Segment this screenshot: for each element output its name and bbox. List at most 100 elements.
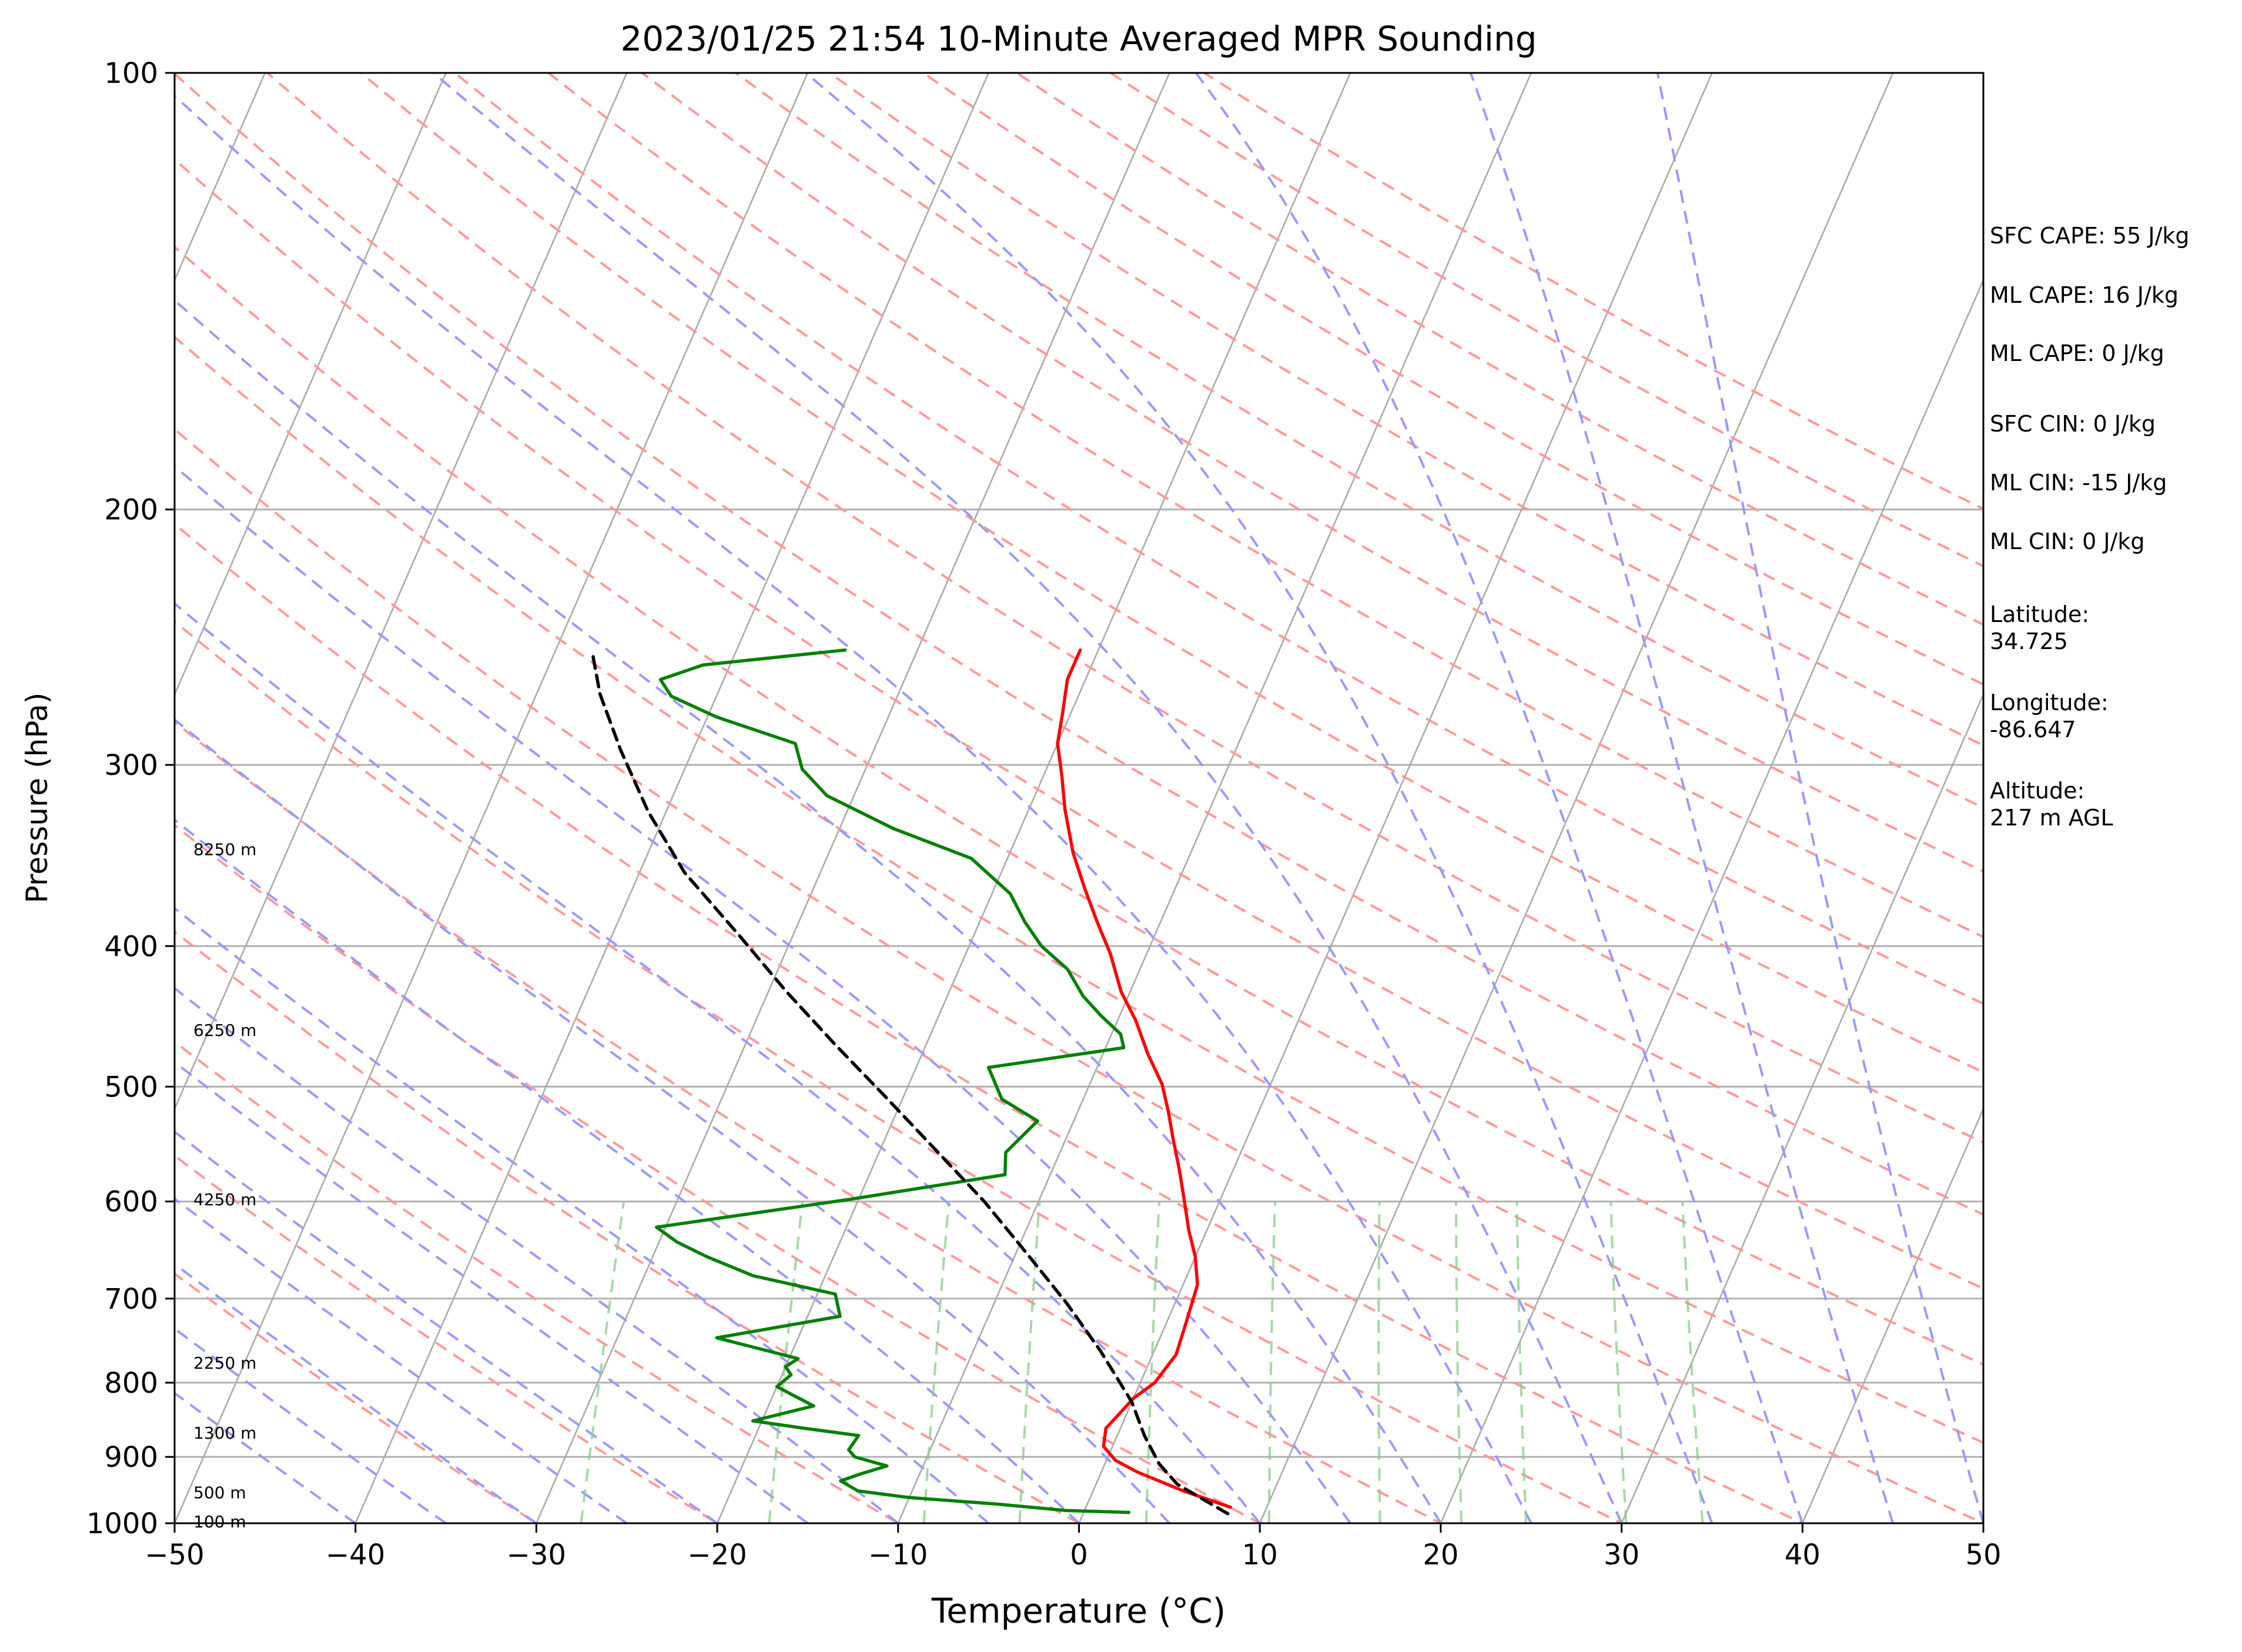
chart-title: 2023/01/25 21:54 10-Minute Averaged MPR …: [620, 19, 1537, 59]
data-series: [590, 648, 1233, 1516]
dry-adiabat: [1203, 73, 1983, 510]
x-tick-label: −30: [507, 1539, 566, 1571]
mixing-ratio-line: [1267, 1201, 1277, 1523]
dry-adiabat: [547, 73, 1983, 938]
moist-adiabat: [1469, 73, 1895, 1523]
height-label: 8250 m: [193, 840, 256, 860]
ml-cin-2: ML CIN: 0 J/kg: [1990, 529, 2145, 554]
y-tick-label: 900: [104, 1441, 158, 1474]
ml-cape-2: ML CAPE: 0 J/kg: [1990, 340, 2164, 366]
mixing-ratio-line: [1018, 1201, 1041, 1523]
isotherm-line: [1802, 1106, 1983, 1523]
moist-adiabat: [432, 73, 1623, 1523]
y-tick-label: 400: [104, 930, 158, 963]
x-tick-label: −50: [145, 1539, 204, 1571]
plot-background: [175, 73, 1983, 1523]
mixing-ratio-line: [1609, 1201, 1628, 1523]
x-axis-label: Temperature (°C): [931, 1591, 1226, 1631]
mixing-ratio-line: [1377, 1201, 1381, 1523]
y-tick-label: 1000: [86, 1507, 158, 1540]
height-label: 4250 m: [193, 1190, 256, 1209]
height-label: 1300 m: [193, 1423, 256, 1443]
x-tick-label: 50: [1965, 1539, 2001, 1571]
moist-adiabat: [175, 1197, 628, 1523]
latitude-value: 34.725: [1990, 628, 2068, 654]
moist-adiabat: [1194, 73, 1804, 1523]
moist-adiabat: [175, 1061, 809, 1523]
moist-adiabat: [175, 1327, 447, 1523]
x-tick-label: 30: [1604, 1539, 1639, 1571]
series-line-0: [1056, 648, 1233, 1509]
dry-adiabat: [175, 522, 1806, 1523]
series-line-1: [655, 648, 1131, 1514]
isotherm-line: [716, 73, 1351, 1523]
isotherm-line: [1078, 73, 1713, 1523]
x-tick-label: −10: [868, 1539, 928, 1571]
moist-adiabat: [175, 718, 1170, 1523]
mixing-ratio-line: [1515, 1201, 1528, 1523]
dry-adiabat: [735, 73, 1983, 810]
moist-adiabat: [805, 73, 1714, 1523]
x-tick-label: 10: [1242, 1539, 1278, 1571]
moist-adiabat: [175, 907, 990, 1523]
moist-adiabat: [175, 94, 1532, 1523]
mixing-ratio-line: [1145, 1201, 1160, 1523]
altitude-label: Altitude:: [1990, 778, 2085, 804]
dry-adiabat: [175, 335, 1983, 1444]
dry-adiabat: [175, 158, 1983, 1290]
dry-adiabat: [175, 1040, 901, 1523]
isotherm-line: [354, 73, 989, 1523]
dry-adiabat: [1110, 73, 1983, 568]
moist-adiabat: [175, 818, 1080, 1523]
ml-cin-1: ML CIN: -15 J/kg: [1990, 470, 2167, 496]
isotherm-line: [175, 73, 628, 1111]
moist-adiabat: [175, 299, 1442, 1523]
latitude-label: Latitude:: [1990, 601, 2090, 627]
dry-adiabat: [175, 1154, 720, 1523]
mixing-ratio-line: [580, 1201, 625, 1523]
dry-adiabat: [360, 73, 1983, 1074]
height-label: 500 m: [193, 1483, 246, 1502]
mixing-ratio-line: [922, 1201, 951, 1523]
y-tick-label: 300: [104, 749, 158, 782]
ml-cape-1: ML CAPE: 16 J/kg: [1990, 282, 2179, 308]
y-tick-label: 500: [104, 1071, 158, 1103]
moist-adiabat: [1656, 73, 1983, 1523]
x-tick-label: 20: [1423, 1539, 1458, 1571]
dry-adiabat: [175, 620, 1625, 1523]
isotherm-line: [1440, 278, 1983, 1523]
longitude-label: Longitude:: [1990, 690, 2109, 715]
sfc-cape: SFC CAPE: 55 J/kg: [1990, 223, 2190, 249]
y-tick-label: 100: [104, 57, 158, 90]
x-tick-label: 0: [1070, 1539, 1088, 1571]
y-tick-label: 600: [104, 1186, 158, 1219]
y-tick-label: 200: [104, 494, 158, 527]
moist-adiabat: [175, 464, 1351, 1523]
longitude-value: -86.647: [1990, 717, 2076, 743]
x-tick-label: −40: [326, 1539, 385, 1571]
y-tick-label: 700: [104, 1283, 158, 1316]
moist-adiabat: [175, 1262, 537, 1523]
series-line-2: [590, 648, 1230, 1516]
isotherm-line: [1621, 693, 1983, 1523]
x-tick-label: −20: [687, 1539, 747, 1571]
y-axis-label: Pressure (hPa): [20, 693, 54, 904]
sfc-cin: SFC CIN: 0 J/kg: [1990, 411, 2156, 437]
dry-adiabat: [175, 73, 1983, 1216]
moist-adiabat: [175, 986, 899, 1523]
x-tick-label: 40: [1785, 1539, 1821, 1571]
altitude-value: 217 m AGL: [1990, 805, 2113, 831]
moist-adiabat: [175, 602, 1261, 1523]
axes: −50 −40 −30 −20 −10 0 10 20 30 40 50 100 200 300 400 50…: [86, 57, 2002, 1571]
height-label: 100 m: [193, 1512, 246, 1531]
y-tick-label: 800: [104, 1367, 158, 1400]
dry-adiabat: [641, 73, 1983, 873]
height-label: 6250 m: [193, 1021, 256, 1040]
dry-adiabat: [175, 427, 1983, 1523]
isotherm-line: [175, 73, 809, 1523]
dry-adiabat: [922, 73, 1983, 686]
isotherm-line: [175, 73, 447, 697]
isotherm-line: [536, 73, 1170, 1523]
mixing-ratio-line: [1681, 1201, 1704, 1523]
